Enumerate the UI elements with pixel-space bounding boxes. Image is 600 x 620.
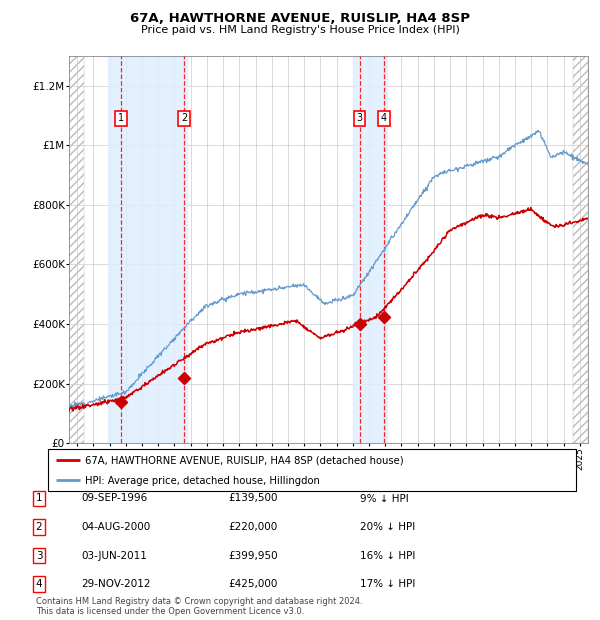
Bar [108, 56, 187, 443]
Text: 29-NOV-2012: 29-NOV-2012 [81, 579, 151, 589]
Text: This data is licensed under the Open Government Licence v3.0.: This data is licensed under the Open Gov… [36, 607, 304, 616]
Text: 20% ↓ HPI: 20% ↓ HPI [360, 522, 415, 532]
Point [179, 373, 189, 383]
Text: 1: 1 [35, 494, 43, 503]
Text: £139,500: £139,500 [228, 494, 277, 503]
Text: 03-JUN-2011: 03-JUN-2011 [81, 551, 147, 560]
Text: 1: 1 [118, 113, 124, 123]
Text: £220,000: £220,000 [228, 522, 277, 532]
Text: Contains HM Land Registry data © Crown copyright and database right 2024.: Contains HM Land Registry data © Crown c… [36, 597, 362, 606]
Text: £399,950: £399,950 [228, 551, 278, 560]
Text: £425,000: £425,000 [228, 579, 277, 589]
Text: Price paid vs. HM Land Registry's House Price Index (HPI): Price paid vs. HM Land Registry's House … [140, 25, 460, 35]
Text: 3: 3 [356, 113, 363, 123]
Text: 2: 2 [181, 113, 187, 123]
Text: 67A, HAWTHORNE AVENUE, RUISLIP, HA4 8SP: 67A, HAWTHORNE AVENUE, RUISLIP, HA4 8SP [130, 12, 470, 25]
Point [379, 312, 389, 322]
Text: HPI: Average price, detached house, Hillingdon: HPI: Average price, detached house, Hill… [85, 476, 320, 485]
Text: 4: 4 [381, 113, 387, 123]
Text: 2: 2 [35, 522, 43, 532]
Text: 3: 3 [35, 551, 43, 560]
Text: 17% ↓ HPI: 17% ↓ HPI [360, 579, 415, 589]
Text: 67A, HAWTHORNE AVENUE, RUISLIP, HA4 8SP (detached house): 67A, HAWTHORNE AVENUE, RUISLIP, HA4 8SP … [85, 455, 404, 465]
Point [355, 319, 364, 329]
Text: 9% ↓ HPI: 9% ↓ HPI [360, 494, 409, 503]
Text: 09-SEP-1996: 09-SEP-1996 [81, 494, 147, 503]
Text: 4: 4 [35, 579, 43, 589]
Bar [69, 56, 83, 443]
Point [116, 397, 125, 407]
Bar [574, 56, 588, 443]
Bar [353, 56, 387, 443]
FancyBboxPatch shape [48, 449, 576, 491]
Text: 16% ↓ HPI: 16% ↓ HPI [360, 551, 415, 560]
Text: 04-AUG-2000: 04-AUG-2000 [81, 522, 150, 532]
